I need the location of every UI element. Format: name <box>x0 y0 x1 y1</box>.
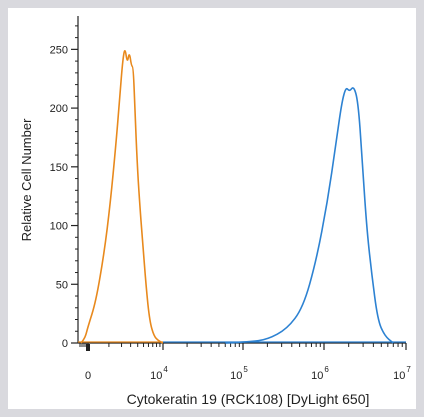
y-axis-label: Relative Cell Number <box>19 118 34 241</box>
plot-card: 0 50 100 150 200 250 0 104 105 106 107 Relative C… <box>8 8 416 409</box>
x-tick-label: 107 <box>393 365 411 382</box>
histogram-chart: 0 50 100 150 200 250 0 104 105 106 107 Relative C… <box>19 16 411 407</box>
y-tick-label: 100 <box>50 221 68 233</box>
y-tick-label: 50 <box>56 279 68 291</box>
series-group <box>78 50 406 344</box>
zero-marker <box>86 344 90 351</box>
histogram-series-1 <box>80 50 164 344</box>
x-tick-label: 104 <box>150 365 168 382</box>
x-axis: 0 104 105 106 107 <box>78 342 411 382</box>
x-tick-label: 105 <box>230 365 248 382</box>
y-tick-label: 150 <box>50 162 68 174</box>
x-axis-label: Cytokeratin 19 (RCK108) [DyLight 650] <box>127 391 370 407</box>
x-tick-label: 0 <box>85 370 91 382</box>
y-tick-label: 200 <box>50 103 68 115</box>
y-tick-label: 0 <box>62 338 68 350</box>
y-tick-label: 250 <box>50 44 68 56</box>
x-tick-label: 106 <box>311 365 329 382</box>
histogram-series-2 <box>225 87 394 344</box>
y-axis: 0 50 100 150 200 250 <box>50 16 79 350</box>
